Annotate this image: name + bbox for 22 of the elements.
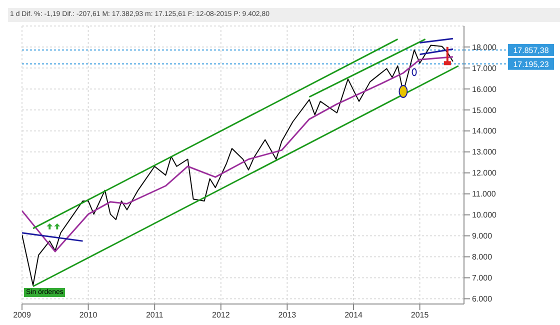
y-tick-label: 17.000 xyxy=(472,64,498,73)
y-tick-label: 7.000 xyxy=(472,274,493,283)
x-tick-label: 2014 xyxy=(344,310,363,320)
ref-line-label: 17.857,38 xyxy=(513,46,550,55)
y-tick-label: 14.000 xyxy=(472,126,498,136)
y-tick-label: 15.000 xyxy=(472,106,498,115)
y-tick-label: 9.000 xyxy=(472,232,493,241)
y-tick-label: 11.000 xyxy=(472,190,496,199)
y-tick-label: 13.000 xyxy=(472,148,498,157)
x-tick-label: 2010 xyxy=(79,310,98,320)
y-tick-label: 12.000 xyxy=(472,168,498,178)
x-tick-label: 2013 xyxy=(278,310,297,320)
x-tick-label: 2009 xyxy=(13,310,32,320)
x-tick-label: 2011 xyxy=(146,310,164,320)
x-tick-label: 2012 xyxy=(212,310,230,320)
y-tick-label: 10.000 xyxy=(472,210,498,220)
y-tick-label: 6.000 xyxy=(472,294,493,304)
y-tick-label: 16.000 xyxy=(472,84,498,94)
ref-line-label: 17.195,23 xyxy=(513,60,550,69)
x-tick-label: 2015 xyxy=(410,310,430,320)
y-tick-label: 8.000 xyxy=(472,252,493,262)
y-tick-label: 18.000 xyxy=(472,42,498,52)
